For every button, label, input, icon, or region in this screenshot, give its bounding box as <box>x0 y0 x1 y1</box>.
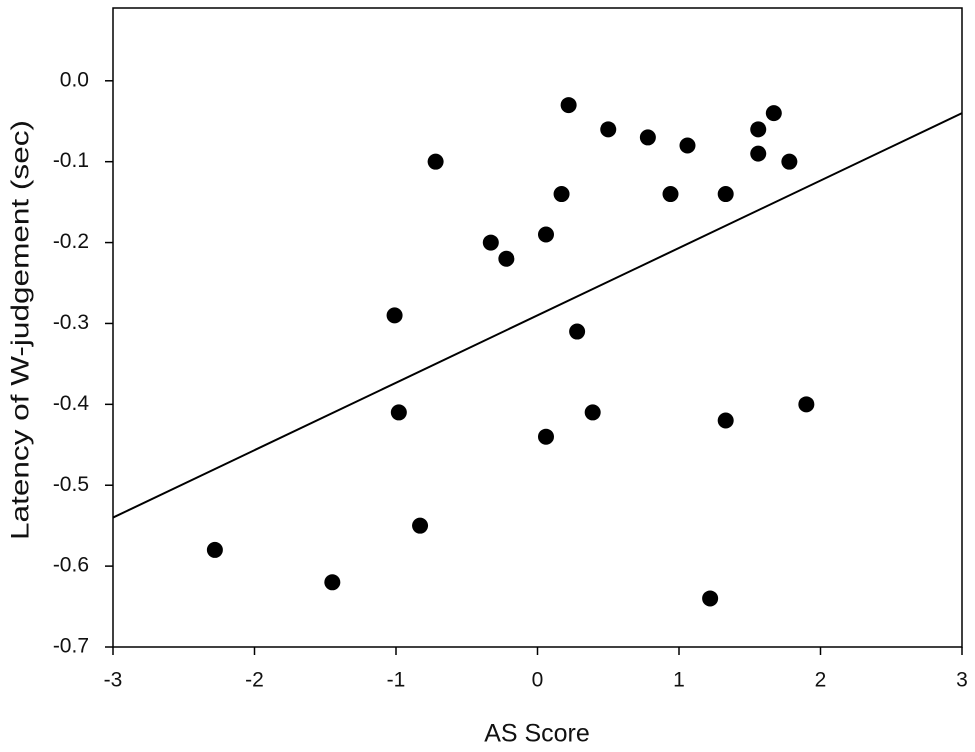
x-tick-label: -3 <box>104 669 123 692</box>
fit-line <box>112 112 963 519</box>
point <box>537 226 554 243</box>
point <box>639 129 656 146</box>
point <box>386 307 403 324</box>
x-tick-label: 3 <box>956 669 968 692</box>
point <box>798 396 815 413</box>
point <box>717 412 734 429</box>
point <box>498 250 515 267</box>
y-tick-label: -0.7 <box>53 635 89 658</box>
y-tick-label: 0.0 <box>60 68 89 91</box>
y-tick-label: -0.6 <box>53 554 89 577</box>
point <box>569 323 586 340</box>
x-tick-label: 2 <box>815 669 827 692</box>
point <box>584 404 601 421</box>
point <box>765 105 782 122</box>
point <box>702 590 719 607</box>
point <box>427 153 444 170</box>
point <box>781 153 798 170</box>
y-axis-title: Latency of W-judgement (sec) <box>7 120 35 540</box>
point <box>662 186 679 203</box>
point <box>206 541 223 558</box>
point <box>537 428 554 445</box>
point <box>679 137 696 154</box>
x-tick-label: -2 <box>245 669 264 692</box>
point <box>600 121 617 138</box>
x-tick-label: -1 <box>387 669 406 692</box>
point <box>750 145 767 162</box>
y-tick-label: -0.3 <box>53 311 89 334</box>
y-tick-label: -0.5 <box>53 473 89 496</box>
y-tick-label: -0.1 <box>53 149 89 172</box>
x-axis-title: AS Score <box>484 720 590 748</box>
plot-frame <box>112 7 963 648</box>
x-tick-label: 1 <box>673 669 685 692</box>
point <box>560 97 577 114</box>
point <box>553 186 570 203</box>
point <box>324 574 341 591</box>
y-tick-label: -0.2 <box>53 230 89 253</box>
point <box>750 121 767 138</box>
y-tick-label: -0.4 <box>53 392 90 415</box>
point <box>412 517 429 534</box>
point <box>390 404 407 421</box>
x-tick-label: 0 <box>532 669 544 692</box>
point <box>482 234 499 251</box>
point <box>717 186 734 203</box>
